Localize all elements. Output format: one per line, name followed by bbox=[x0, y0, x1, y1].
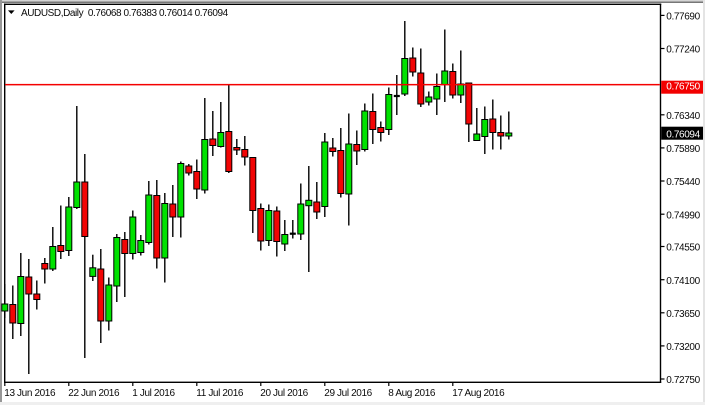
svg-text:1 Jul 2016: 1 Jul 2016 bbox=[132, 388, 175, 399]
svg-text:0.72750: 0.72750 bbox=[666, 375, 700, 386]
svg-text:0.77690: 0.77690 bbox=[666, 12, 700, 23]
svg-text:0.74100: 0.74100 bbox=[666, 276, 700, 287]
svg-text:17 Aug 2016: 17 Aug 2016 bbox=[452, 388, 505, 399]
svg-text:20 Jul 2016: 20 Jul 2016 bbox=[260, 388, 308, 399]
svg-text:0.74990: 0.74990 bbox=[666, 210, 700, 221]
svg-text:0.73650: 0.73650 bbox=[666, 309, 700, 320]
svg-text:8 Aug 2016: 8 Aug 2016 bbox=[388, 388, 436, 399]
svg-text:0.74550: 0.74550 bbox=[666, 243, 700, 254]
svg-text:0.75440: 0.75440 bbox=[666, 177, 700, 188]
svg-text:13 Jun 2016: 13 Jun 2016 bbox=[4, 388, 56, 399]
svg-text:0.76094: 0.76094 bbox=[666, 130, 700, 141]
svg-text:AUDUSD,Daily 0.76068 0.76383: AUDUSD,Daily 0.76068 0.76383 0.76014 0.7… bbox=[21, 8, 229, 19]
svg-text:0.73200: 0.73200 bbox=[666, 342, 700, 353]
svg-text:0.76340: 0.76340 bbox=[666, 111, 700, 122]
svg-text:22 Jun 2016: 22 Jun 2016 bbox=[68, 388, 120, 399]
svg-text:0.77240: 0.77240 bbox=[666, 45, 700, 56]
svg-text:11 Jul 2016: 11 Jul 2016 bbox=[196, 388, 244, 399]
svg-text:29 Jul 2016: 29 Jul 2016 bbox=[324, 388, 372, 399]
svg-text:0.75890: 0.75890 bbox=[666, 144, 700, 155]
svg-text:0.76750: 0.76750 bbox=[666, 81, 700, 92]
